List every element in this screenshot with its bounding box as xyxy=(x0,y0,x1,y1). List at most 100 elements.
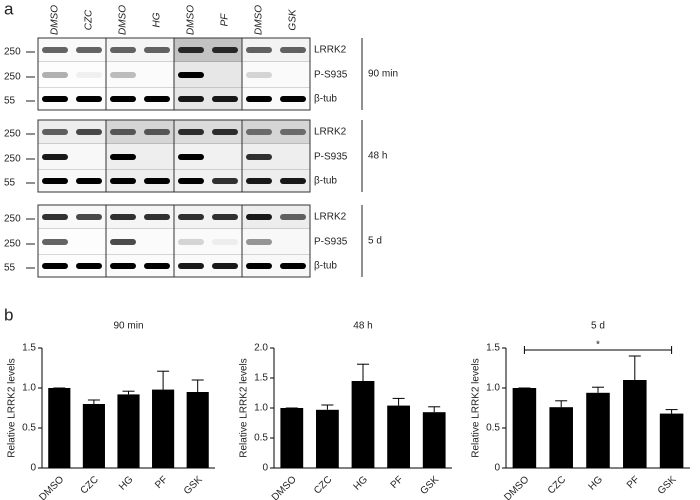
blot-band xyxy=(246,96,272,102)
bar xyxy=(48,388,71,468)
lane-label: DMSO xyxy=(186,5,197,35)
blot-band xyxy=(280,263,306,269)
blot-band xyxy=(246,239,272,245)
blot-cell xyxy=(38,62,72,88)
blot-band xyxy=(246,178,272,184)
blot-band xyxy=(280,178,306,184)
blot-band xyxy=(144,47,170,53)
x-tick-label: GSK xyxy=(418,474,441,497)
blot-cell xyxy=(242,229,276,255)
blot-band xyxy=(110,129,136,135)
blot-band xyxy=(212,129,238,135)
blot-cell xyxy=(208,229,242,255)
error-bar xyxy=(392,397,405,406)
significance-label: * xyxy=(596,340,600,351)
blot-band xyxy=(178,239,204,245)
y-axis-label: Relative LRRK2 levels xyxy=(239,358,250,458)
blot-cell xyxy=(208,62,242,88)
marker-label: 55 xyxy=(4,178,16,189)
y-tick-label: 0 xyxy=(262,463,268,474)
blot-band xyxy=(246,214,272,220)
bar xyxy=(280,408,304,468)
blot-band xyxy=(76,129,102,135)
bar xyxy=(549,407,573,468)
x-tick-label: CZC xyxy=(79,474,101,496)
y-tick-label: 2.0 xyxy=(254,343,268,354)
blot-band xyxy=(110,154,136,160)
bar xyxy=(82,404,105,468)
blot-band xyxy=(246,154,272,160)
blot-band xyxy=(76,96,102,102)
row-label: LRRK2 xyxy=(314,127,347,138)
blot-band xyxy=(178,96,204,102)
blot-band xyxy=(42,178,68,184)
blot-band xyxy=(110,96,136,102)
blot-band xyxy=(144,214,170,220)
time-label: 48 h xyxy=(368,151,387,162)
lane-label: DMSO xyxy=(50,5,61,35)
blot-band xyxy=(110,47,136,53)
blot-band xyxy=(178,47,204,53)
blot-band xyxy=(212,263,238,269)
row-label: P-S935 xyxy=(314,152,348,163)
x-tick-label: CZC xyxy=(312,474,334,496)
marker-label: 250 xyxy=(4,129,21,140)
blot-band xyxy=(110,178,136,184)
bar xyxy=(316,409,339,468)
lane-label: GSK xyxy=(288,8,299,30)
error-bar xyxy=(122,390,135,395)
blot-cell xyxy=(140,62,174,88)
blot-band xyxy=(110,263,136,269)
bar xyxy=(351,381,375,468)
x-tick-label: PF xyxy=(389,474,406,491)
chart-title: 48 h xyxy=(353,321,372,332)
blot-band xyxy=(42,129,68,135)
blot-band xyxy=(280,214,306,220)
lane-label: DMSO xyxy=(118,5,129,35)
blot-band xyxy=(42,47,68,53)
blot-cell xyxy=(276,229,310,255)
time-label: 5 d xyxy=(368,236,382,247)
error-bar xyxy=(428,406,441,413)
y-tick-label: 1.0 xyxy=(22,383,36,394)
blot-band xyxy=(76,178,102,184)
blot-band xyxy=(246,72,272,78)
panel-label: a xyxy=(4,0,14,18)
error-bar xyxy=(87,399,100,404)
marker-label: 55 xyxy=(4,96,16,107)
blot-band xyxy=(212,47,238,53)
x-tick-label: HG xyxy=(117,474,136,493)
bar xyxy=(422,412,446,468)
blot-band xyxy=(76,263,102,269)
blot-band xyxy=(178,178,204,184)
blot-band xyxy=(178,72,204,78)
bar xyxy=(586,392,610,468)
x-tick-label: PF xyxy=(625,474,642,491)
blot-cell xyxy=(276,62,310,88)
blot-cell xyxy=(72,144,106,170)
blot-band xyxy=(178,214,204,220)
chart-title: 5 d xyxy=(591,321,605,332)
bar xyxy=(623,380,647,468)
y-tick-label: 0 xyxy=(30,463,36,474)
blot-band xyxy=(280,47,306,53)
blot-band xyxy=(246,47,272,53)
panel-label: b xyxy=(4,305,13,324)
blot-cell xyxy=(276,144,310,170)
time-label: 90 min xyxy=(368,69,398,80)
blot-band xyxy=(42,96,68,102)
blot-band xyxy=(110,214,136,220)
blot-band xyxy=(212,214,238,220)
blot-band xyxy=(280,96,306,102)
blot-band xyxy=(42,263,68,269)
error-bar xyxy=(321,404,334,410)
error-bar xyxy=(592,386,604,393)
blot-band xyxy=(110,72,136,78)
error-bar xyxy=(665,409,678,414)
x-tick-label: DMSO xyxy=(37,474,66,500)
blot-band xyxy=(144,129,170,135)
blot-band xyxy=(178,129,204,135)
x-tick-label: HG xyxy=(352,474,371,493)
